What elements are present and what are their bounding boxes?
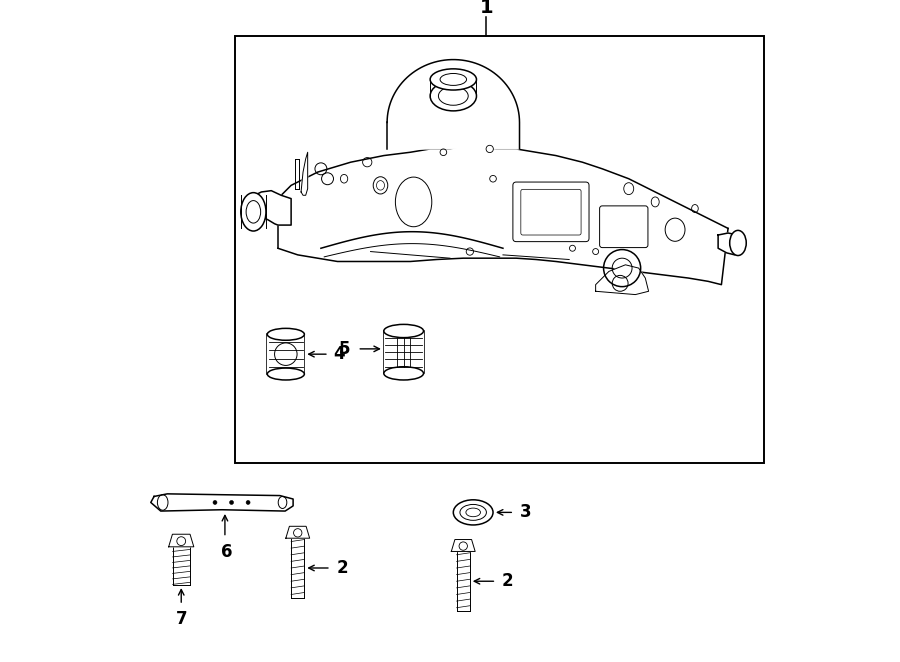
Ellipse shape — [383, 367, 424, 380]
Polygon shape — [596, 265, 649, 295]
Polygon shape — [168, 534, 194, 547]
Text: 2: 2 — [501, 572, 513, 591]
Polygon shape — [278, 146, 728, 285]
Polygon shape — [387, 60, 519, 149]
Text: 2: 2 — [336, 559, 347, 577]
Ellipse shape — [267, 328, 304, 340]
Ellipse shape — [430, 81, 476, 111]
Ellipse shape — [454, 500, 493, 525]
Polygon shape — [286, 526, 310, 538]
Bar — [383, 331, 424, 373]
Ellipse shape — [430, 69, 476, 90]
Polygon shape — [301, 152, 308, 195]
Ellipse shape — [241, 193, 266, 231]
Polygon shape — [718, 233, 742, 255]
Bar — [235, 36, 764, 463]
Polygon shape — [248, 191, 291, 225]
Text: 7: 7 — [176, 610, 187, 628]
Ellipse shape — [730, 230, 746, 256]
Ellipse shape — [230, 500, 233, 504]
Ellipse shape — [267, 368, 304, 380]
Polygon shape — [151, 494, 293, 511]
Text: 6: 6 — [221, 543, 233, 561]
Bar — [267, 334, 304, 374]
Text: 3: 3 — [519, 503, 531, 522]
Ellipse shape — [383, 324, 424, 338]
Polygon shape — [451, 540, 475, 551]
Text: 4: 4 — [334, 345, 345, 363]
Ellipse shape — [213, 500, 217, 504]
Text: 1: 1 — [480, 0, 493, 17]
Text: 5: 5 — [339, 340, 351, 358]
Ellipse shape — [246, 500, 250, 504]
